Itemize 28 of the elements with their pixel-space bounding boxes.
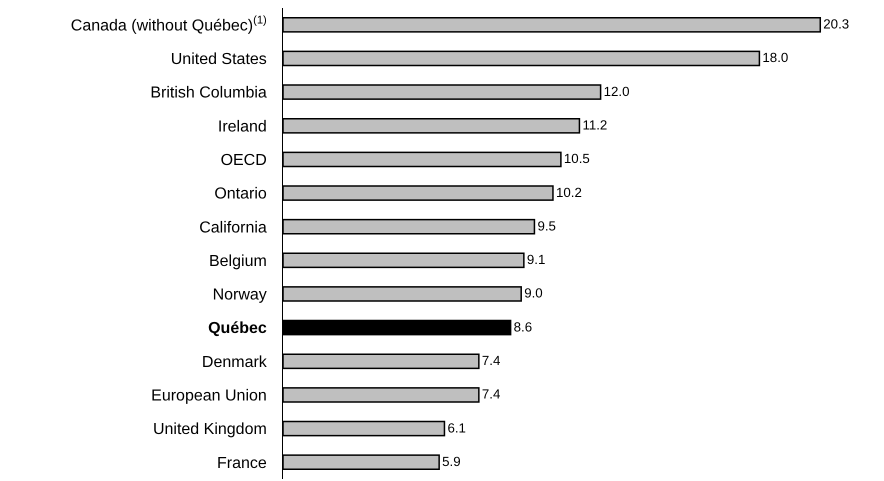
y-tick-label: Québec bbox=[208, 320, 267, 338]
y-tick-label: Ireland bbox=[218, 118, 267, 136]
data-label: 7.4 bbox=[482, 386, 500, 402]
data-label: 9.1 bbox=[526, 252, 546, 268]
y-tick-label: British Columbia bbox=[150, 84, 267, 102]
data-label: 18.0 bbox=[762, 50, 788, 66]
data-label: 11.2 bbox=[582, 117, 608, 132]
data-label: 5.9 bbox=[442, 454, 461, 469]
data-label: 7.4 bbox=[482, 352, 500, 368]
y-tick-label: United States bbox=[170, 51, 267, 68]
data-label: 10.5 bbox=[564, 151, 590, 166]
y-tick-label: Belgium bbox=[208, 252, 267, 270]
y-tick-label: California bbox=[199, 219, 267, 236]
data-label: 6.1 bbox=[447, 420, 466, 436]
data-label: 10.2 bbox=[556, 184, 582, 200]
data-label: 20.3 bbox=[823, 16, 850, 32]
y-tick-label: France bbox=[217, 454, 267, 472]
y-tick-label: United Kingdom bbox=[152, 421, 267, 438]
y-tick-label: Canada (without Québec)$^{(1)}$ bbox=[70, 14, 268, 34]
y-tick-label: Norway bbox=[212, 286, 267, 304]
y-tick-label: European Union bbox=[151, 387, 267, 404]
data-label: 9.5 bbox=[537, 218, 556, 234]
y-tick-label: Ontario bbox=[214, 186, 267, 203]
data-label: 9.0 bbox=[524, 286, 543, 301]
y-tick-label: OECD bbox=[220, 152, 267, 169]
data-label: 12.0 bbox=[604, 84, 630, 99]
data-label: 8.6 bbox=[514, 319, 532, 334]
y-tick-label: Denmark bbox=[202, 354, 268, 371]
